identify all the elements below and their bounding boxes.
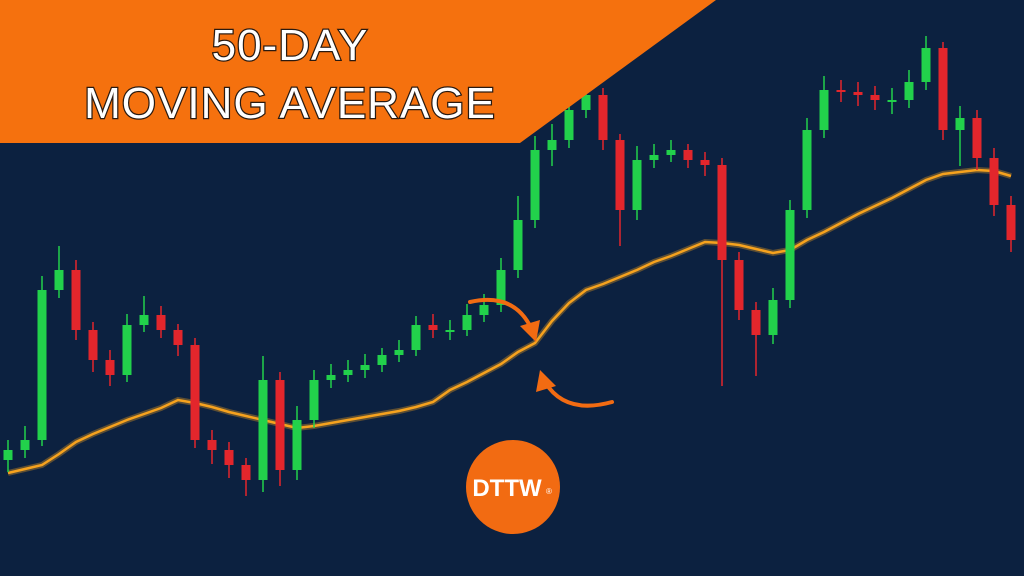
candle-body	[683, 150, 693, 160]
candle-body	[802, 130, 812, 210]
candle-body	[139, 315, 149, 325]
candle-body	[836, 90, 846, 92]
candle-body	[564, 110, 574, 140]
candle-body	[241, 465, 251, 480]
candle-body	[496, 270, 506, 305]
candle-body	[275, 380, 285, 470]
candle-body	[173, 330, 183, 345]
candle-body	[955, 118, 965, 130]
title-line: MOVING AVERAGE	[84, 79, 496, 128]
candle-body	[819, 90, 829, 130]
candle-body	[547, 140, 557, 150]
logo-circle	[466, 440, 560, 534]
candle-body	[258, 380, 268, 480]
candle-body	[887, 100, 897, 102]
candle-body	[700, 160, 710, 165]
candle-body	[156, 315, 166, 330]
candle-body	[326, 375, 336, 380]
candle-body	[853, 92, 863, 95]
candle-body	[513, 220, 523, 270]
candle-body	[751, 310, 761, 335]
candle-body	[309, 380, 319, 420]
candle-body	[343, 370, 353, 375]
arrow	[468, 297, 534, 332]
candle-body	[870, 95, 880, 100]
candle-body	[479, 305, 489, 315]
candle-body	[649, 155, 659, 160]
candle-body	[224, 450, 234, 465]
arrowhead	[520, 320, 540, 342]
arrows	[468, 297, 614, 408]
candle-body	[428, 325, 438, 330]
candle-body	[71, 270, 81, 330]
candle-body	[768, 300, 778, 335]
candle-body	[632, 160, 642, 210]
candle-body	[292, 420, 302, 470]
candle-body	[615, 140, 625, 210]
candle-body	[921, 48, 931, 82]
candle-body	[20, 440, 30, 450]
candle-body	[377, 355, 387, 365]
candle-body	[785, 210, 795, 300]
candle-body	[530, 150, 540, 220]
candle-body	[598, 95, 608, 140]
candle-body	[938, 48, 948, 130]
candle-body	[88, 330, 98, 360]
arrowhead	[536, 370, 556, 392]
title-banner	[0, 0, 716, 143]
logo-mark: ®	[546, 487, 552, 496]
candle-body	[3, 450, 13, 460]
candle-body	[972, 118, 982, 158]
candle-body	[190, 345, 200, 440]
candle-body	[360, 365, 370, 370]
candle-body	[904, 82, 914, 100]
candle-body	[734, 260, 744, 310]
logo-text: DTTW	[472, 475, 542, 502]
candle-body	[37, 290, 47, 440]
title-line: 50-DAY	[212, 21, 369, 70]
candle-body	[581, 95, 591, 110]
plot-area	[3, 36, 1016, 496]
candle-body	[462, 315, 472, 330]
candle-body	[207, 440, 217, 450]
candle-body	[989, 158, 999, 205]
candle-body	[411, 325, 421, 350]
candle-body	[394, 350, 404, 355]
arrow	[543, 380, 614, 408]
moving-average	[7, 168, 1012, 475]
candle-body	[105, 360, 115, 375]
candle-body	[666, 150, 676, 155]
candle-body	[54, 270, 64, 290]
candle-body	[717, 165, 727, 260]
candle-body	[445, 330, 455, 332]
candle-body	[122, 325, 132, 375]
candle-body	[1006, 205, 1016, 240]
